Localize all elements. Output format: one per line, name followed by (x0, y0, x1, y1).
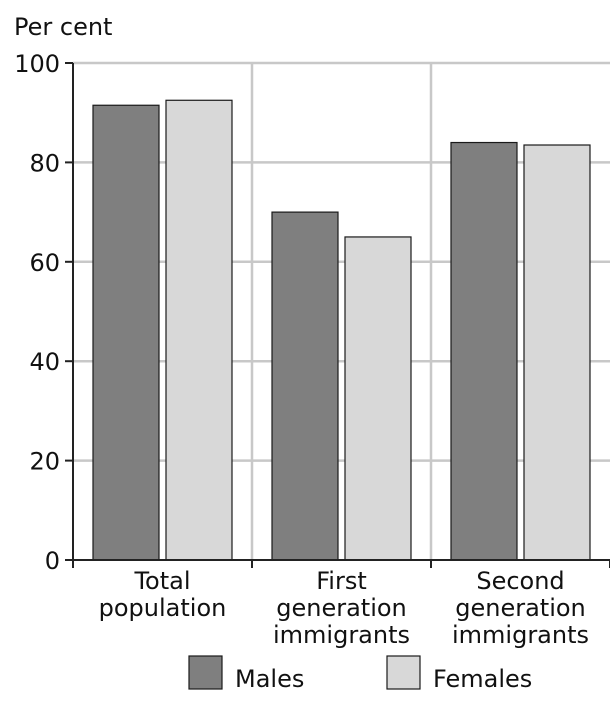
x-tick-label-0: Total population (99, 567, 227, 622)
bar-males-1 (271, 211, 339, 561)
x-tick-label-line: generation (276, 594, 407, 622)
x-tick-label-line: immigrants (452, 621, 589, 649)
y-tick-label-0: 0 (45, 547, 60, 575)
y-tick-label-80: 80 (29, 149, 60, 177)
x-tick-label-line: First (316, 567, 367, 595)
x-tick-label-line: population (99, 594, 227, 622)
legend-label-males: Males (235, 665, 304, 693)
bars-layer (92, 99, 591, 561)
bar-females-0 (165, 99, 233, 561)
y-tick-label-20: 20 (29, 448, 60, 476)
x-tick-label-line: Total (133, 567, 190, 595)
x-tick-label-2: Second generation immigrants (452, 567, 589, 649)
x-tick-label-1: First generation immigrants (273, 567, 410, 649)
y-tick-label-60: 60 (29, 249, 60, 277)
grid-layer (73, 61, 610, 560)
bar-males-2 (450, 141, 518, 561)
legend-swatch-females (386, 655, 421, 690)
x-tick-label-line: Second (476, 567, 564, 595)
y-tick-label-40: 40 (29, 348, 60, 376)
axes-layer: 0 20 40 60 80 100 Per cent Total population First… (14, 13, 610, 649)
x-tick-label-line: immigrants (273, 621, 410, 649)
y-tick-label-100: 100 (14, 50, 60, 78)
legend: Males Females (188, 655, 532, 693)
bar-males-0 (92, 104, 160, 561)
x-tick-label-line: generation (455, 594, 586, 622)
legend-swatch-males (188, 655, 223, 690)
legend-label-females: Females (433, 665, 532, 693)
y-axis-title: Per cent (14, 13, 112, 41)
bar-females-1 (344, 236, 412, 561)
bar-females-2 (523, 144, 591, 561)
